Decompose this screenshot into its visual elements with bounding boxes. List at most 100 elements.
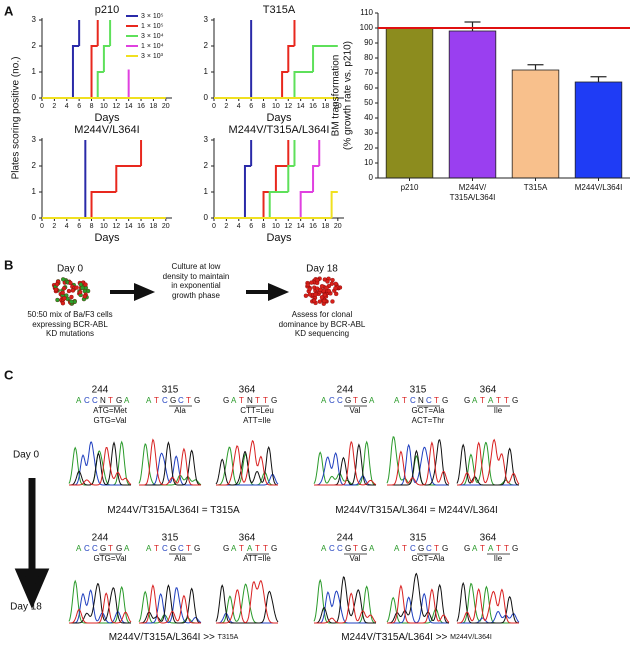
- row-label: Day 18: [10, 602, 42, 613]
- x-axis-label: Days: [266, 232, 292, 244]
- cell: [307, 292, 312, 297]
- trace: [314, 576, 376, 624]
- legend-label: 1 × 10⁵: [141, 23, 164, 30]
- y-tick-label: 90: [364, 38, 373, 47]
- annotation: Ala: [174, 406, 186, 415]
- x-tick-label: 12: [284, 103, 292, 110]
- step-line: [90, 191, 117, 218]
- x-tick-label: 8: [90, 223, 94, 230]
- y-tick-label: 3: [32, 135, 37, 144]
- step-line: [274, 165, 289, 192]
- y-tick-label: 0: [32, 93, 37, 102]
- chart-title: p210: [95, 4, 119, 16]
- x-tick-label: 14: [297, 103, 305, 110]
- panel-label: C: [4, 367, 14, 382]
- caption-minor: T315A: [218, 634, 239, 641]
- time-arrow: [14, 478, 50, 609]
- x-tick-label: 14: [125, 103, 133, 110]
- cell: [66, 288, 72, 294]
- y-tick-label: 0: [32, 213, 37, 222]
- codon-position: 315: [162, 533, 179, 544]
- x-axis-label: Days: [266, 112, 292, 124]
- y-tick-label: 100: [360, 23, 374, 32]
- codon-position: 364: [480, 385, 497, 396]
- x-tick-label: T315A: [523, 183, 548, 192]
- trace: [314, 440, 377, 486]
- x-tick-label: 18: [322, 103, 330, 110]
- trace: [387, 584, 450, 624]
- codon-position: 364: [480, 533, 497, 544]
- y-axis-label: BM transformation: [331, 55, 342, 137]
- x-tick-label: 16: [309, 103, 317, 110]
- legend-label: 3 × 10³: [141, 53, 164, 60]
- x-tick-label: 8: [262, 103, 266, 110]
- bar: [448, 30, 497, 179]
- x-tick-label: 4: [65, 223, 69, 230]
- trace: [387, 592, 449, 624]
- y-tick-label: 3: [204, 135, 209, 144]
- x-tick-label: 16: [137, 223, 145, 230]
- x-tick-label: M244V/ T315A/L364I: [449, 183, 496, 202]
- trace: [216, 440, 278, 486]
- x-tick-label: 20: [334, 223, 342, 230]
- x-tick-label: M244V/L364I: [574, 183, 623, 192]
- x-tick-label: 4: [237, 103, 241, 110]
- y-tick-label: 110: [360, 8, 373, 17]
- cell: [334, 291, 339, 297]
- step-text: 50:50 mix of Ba/F3 cells expressing BCR-…: [27, 310, 113, 339]
- codon-position: 315: [410, 533, 427, 544]
- x-tick-label: 10: [100, 223, 108, 230]
- x-tick-label: 12: [112, 223, 120, 230]
- x-tick-label: 0: [40, 223, 44, 230]
- x-tick-label: 4: [65, 103, 69, 110]
- y-tick-label: 0: [204, 213, 209, 222]
- x-tick-label: 12: [112, 103, 120, 110]
- cell: [68, 280, 73, 286]
- row-label: Day 0: [13, 450, 40, 461]
- y-tick-label: 0: [204, 93, 209, 102]
- x-tick-label: 12: [284, 223, 292, 230]
- codon-position: 364: [239, 385, 256, 396]
- cell: [83, 282, 88, 287]
- annotation: CTT=Leu ATT=Ile: [240, 406, 274, 425]
- cell: [322, 292, 328, 298]
- cell: [333, 286, 338, 291]
- codon-position: 244: [92, 533, 109, 544]
- annotation: Val: [349, 554, 361, 563]
- codon-position: 315: [162, 385, 179, 396]
- trace: [314, 452, 376, 486]
- codon-position: 364: [239, 533, 256, 544]
- codon-position: 315: [410, 385, 427, 396]
- caption-main: M244V/T315A/L364I >>: [341, 632, 447, 643]
- cell: [330, 277, 335, 283]
- cell: [319, 295, 325, 300]
- step-line: [96, 71, 104, 98]
- cell: [305, 282, 310, 287]
- codon-position: 244: [337, 533, 354, 544]
- annotation: Ile: [493, 406, 503, 415]
- step-line: [268, 191, 289, 218]
- caption-main: M244V/T315A/L364I = M244V/L364I: [335, 505, 498, 516]
- trace: [69, 446, 132, 486]
- step-line: [287, 45, 295, 72]
- annotation: GTG=Val: [93, 554, 127, 563]
- annotation: GCT=Ala: [411, 554, 445, 563]
- caption: M244V/T315A/L364I >> M244V/L364I: [341, 632, 492, 643]
- cell: [317, 299, 322, 304]
- x-tick-label: 20: [162, 223, 170, 230]
- step-line: [90, 45, 98, 98]
- step-line: [330, 191, 338, 218]
- cell: [319, 284, 325, 289]
- trace: [69, 592, 132, 624]
- x-tick-label: 0: [40, 103, 44, 110]
- x-tick-label: 4: [237, 223, 241, 230]
- step-line: [299, 191, 314, 218]
- x-tick-label: 14: [125, 223, 133, 230]
- x-tick-label: 14: [297, 223, 305, 230]
- x-tick-label: 16: [137, 103, 145, 110]
- y-tick-label: 1: [204, 67, 209, 76]
- x-tick-label: 0: [212, 223, 216, 230]
